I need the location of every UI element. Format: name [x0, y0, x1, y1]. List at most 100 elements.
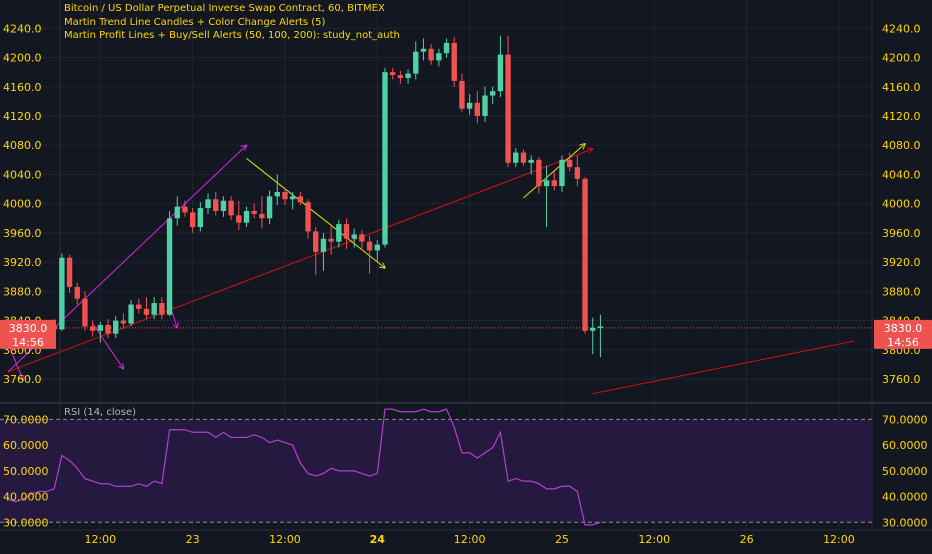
candle-body	[82, 298, 88, 327]
time-tick: 12:00	[84, 533, 116, 546]
candle-body	[520, 152, 527, 163]
price-tick-left: 4000.0	[3, 198, 42, 211]
price-tick-left: 4120.0	[3, 110, 42, 123]
candle	[566, 152, 573, 172]
rsi-tick-left: 60.0000	[3, 439, 49, 452]
candle-body	[243, 210, 250, 223]
candle	[320, 232, 327, 271]
candle	[236, 200, 242, 230]
candle-body	[566, 159, 573, 168]
candle-body	[359, 234, 365, 242]
candle	[597, 314, 604, 358]
price-tick-left: 4080.0	[3, 139, 42, 152]
candle	[89, 320, 96, 337]
candle-body	[274, 191, 280, 197]
candle	[413, 41, 419, 80]
price-tick-right: 4080.0	[882, 139, 921, 152]
candle-body	[543, 180, 550, 187]
rsi-tick-right: 40.0000	[882, 491, 928, 504]
candle	[128, 300, 134, 327]
rsi-tick-right: 60.0000	[882, 439, 928, 452]
candle	[420, 38, 427, 61]
rsi-line	[7, 408, 601, 526]
candle	[389, 67, 396, 80]
price-tick-right: 3960.0	[882, 227, 921, 240]
candle	[336, 219, 342, 248]
candle-body	[136, 304, 142, 309]
chart-title: Bitcoin / US Dollar Perpetual Inverse Sw…	[64, 3, 385, 14]
candle-body	[574, 167, 581, 179]
candle	[289, 191, 296, 210]
candle	[351, 228, 357, 248]
candle-body	[366, 241, 373, 251]
price-tick-right: 4040.0	[882, 168, 921, 181]
candle	[313, 227, 319, 276]
indicator-trend-candles: Martin Trend Line Candles + Color Change…	[64, 17, 326, 28]
candle	[328, 224, 334, 255]
candle	[174, 196, 180, 226]
candle-body	[166, 218, 173, 315]
candle-body	[120, 320, 127, 324]
candle-body	[159, 303, 165, 315]
candle	[228, 196, 234, 220]
rsi-tick-right: 50.0000	[882, 465, 928, 478]
candle-body	[559, 159, 565, 187]
candle	[466, 94, 473, 115]
candle	[451, 37, 457, 87]
candle	[443, 38, 450, 58]
candle	[151, 297, 157, 320]
candle	[189, 208, 196, 233]
candle-body	[397, 75, 404, 78]
candle-body	[413, 51, 419, 74]
candle-body	[436, 53, 442, 61]
candle-body	[420, 48, 427, 52]
candle	[582, 177, 588, 334]
candles	[13, 35, 604, 358]
candle-body	[374, 244, 380, 251]
candle	[513, 148, 519, 168]
candle-body	[482, 95, 488, 116]
candle-body	[536, 159, 542, 187]
candle	[251, 203, 257, 219]
candle-body	[443, 42, 450, 54]
trend-line-magenta	[7, 343, 23, 381]
candle	[74, 282, 80, 305]
candle-body	[297, 196, 304, 203]
candle-body	[66, 257, 73, 287]
candle	[297, 191, 304, 206]
candle	[243, 206, 250, 228]
candle-body	[336, 224, 342, 242]
candle	[113, 316, 119, 339]
candle	[374, 240, 380, 263]
candle-body	[466, 102, 473, 109]
candle-body	[490, 91, 496, 96]
candle-body	[451, 42, 457, 81]
candle-body	[59, 257, 65, 330]
candle-body	[389, 72, 396, 76]
candle-body	[89, 326, 96, 331]
candle	[205, 193, 211, 214]
candle-body	[313, 231, 319, 252]
time-tick: 23	[186, 533, 200, 546]
candle	[382, 67, 388, 248]
candle	[159, 297, 165, 320]
candle	[482, 86, 488, 122]
candle	[166, 210, 173, 317]
candle-body	[259, 213, 265, 219]
candle	[220, 196, 227, 217]
time-tick: 12:00	[823, 533, 855, 546]
price-tick-right: 3880.0	[882, 285, 921, 298]
candle-body	[582, 178, 588, 331]
time-tick: 25	[555, 533, 569, 546]
candle-body	[282, 191, 288, 200]
candle	[497, 35, 504, 97]
candle-body	[113, 320, 119, 334]
price-tick-left: 3760.0	[3, 373, 42, 386]
candle	[405, 69, 411, 84]
candle-body	[428, 48, 434, 61]
candle	[543, 165, 550, 228]
candle-body	[590, 327, 596, 331]
rsi-tick-left: 40.0000	[3, 491, 49, 504]
